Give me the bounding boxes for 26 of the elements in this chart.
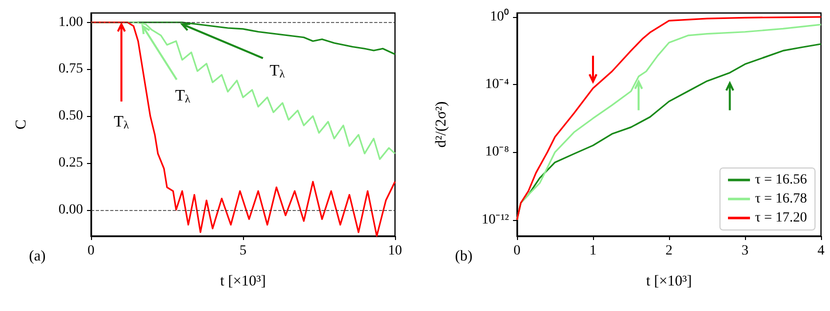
x-tick-label: 10 [388,244,402,258]
y-tick-label: 0.25 [58,155,83,170]
x-tick-label: 0 [514,244,520,258]
y-axis-title: d²/(2σ²) [434,101,450,148]
y-tick-label: 10⁻⁸ [485,144,510,160]
text: (b) [455,248,472,264]
y-tick-label: 0.00 [58,202,83,218]
x-axis-title: t [×10³] [646,274,692,290]
legend-label: τ = 17.20 [754,210,808,226]
legend-label: τ = 16.78 [754,192,808,206]
x-tick-label: 1 [590,244,596,258]
x-tick-label: 0 [88,244,94,258]
y-tick-label: 0.75 [58,62,83,77]
y-tick-label: 10⁻¹² [482,212,509,228]
x-tick-label: 5 [240,244,246,258]
legend-label: τ = 16.56 [754,172,808,188]
y-tick-label: 1.00 [58,14,83,30]
text: (a) [29,248,46,264]
x-tick-label: 2 [666,244,672,258]
x-tick-label: 3 [742,244,748,258]
y-tick-label: 10⁰ [490,8,509,24]
y-axis-title: C [14,119,30,130]
x-axis-title: t [×10³] [220,274,266,290]
y-tick-label: 10⁻⁴ [485,77,510,92]
x-tick-label: 4 [818,244,824,258]
y-tick-label: 0.50 [58,108,83,124]
